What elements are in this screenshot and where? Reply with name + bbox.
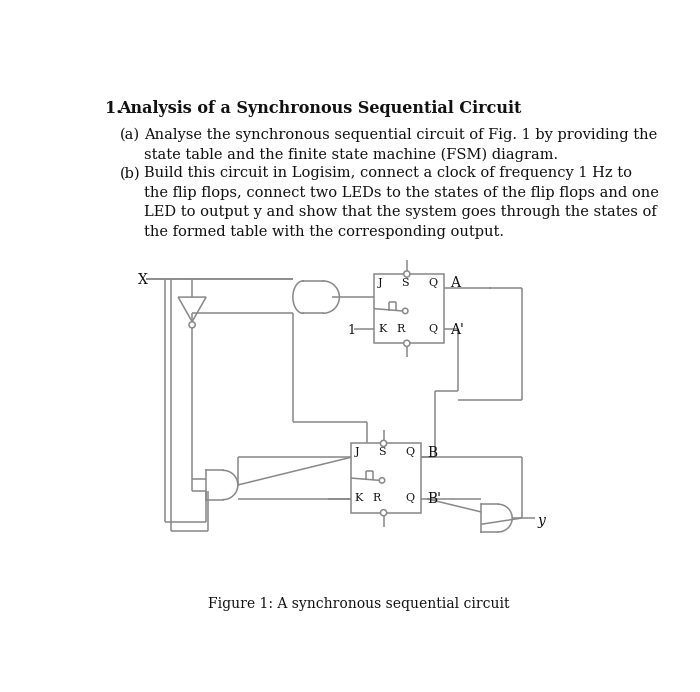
Circle shape — [381, 509, 386, 516]
Text: X: X — [138, 273, 148, 287]
Text: Q: Q — [405, 493, 414, 504]
Text: R: R — [372, 493, 381, 504]
Bar — [374, 274, 444, 343]
Text: y: y — [538, 514, 546, 528]
Text: A': A' — [450, 322, 464, 336]
Text: K: K — [355, 493, 363, 504]
Text: Figure 1: A synchronous sequential circuit: Figure 1: A synchronous sequential circu… — [208, 597, 510, 612]
Text: K: K — [378, 324, 386, 334]
Text: J: J — [378, 278, 383, 288]
Text: 1: 1 — [347, 324, 355, 337]
Circle shape — [404, 340, 410, 347]
Text: (b): (b) — [120, 166, 141, 180]
Text: B: B — [427, 446, 437, 459]
Text: Q: Q — [428, 278, 438, 288]
Text: Analysis of a Synchronous Sequential Circuit: Analysis of a Synchronous Sequential Cir… — [118, 100, 522, 117]
Text: Q: Q — [428, 324, 438, 334]
Text: Q: Q — [405, 447, 414, 457]
Circle shape — [404, 271, 410, 277]
Text: J: J — [355, 447, 360, 457]
Text: Analyse the synchronous sequential circuit of Fig. 1 by providing the
state tabl: Analyse the synchronous sequential circu… — [144, 128, 657, 162]
Text: S: S — [401, 278, 409, 288]
Circle shape — [379, 477, 385, 483]
Text: (a): (a) — [120, 128, 140, 142]
Circle shape — [189, 322, 195, 328]
Circle shape — [402, 308, 408, 313]
Circle shape — [381, 440, 386, 446]
Text: Build this circuit in Logisim, connect a clock of frequency 1 Hz to
the flip flo: Build this circuit in Logisim, connect a… — [144, 166, 659, 239]
Bar — [351, 444, 421, 513]
Text: 1.: 1. — [104, 100, 121, 117]
Text: S: S — [378, 447, 386, 457]
Text: B': B' — [427, 492, 441, 506]
Text: A: A — [450, 276, 460, 291]
Text: R: R — [396, 324, 404, 334]
